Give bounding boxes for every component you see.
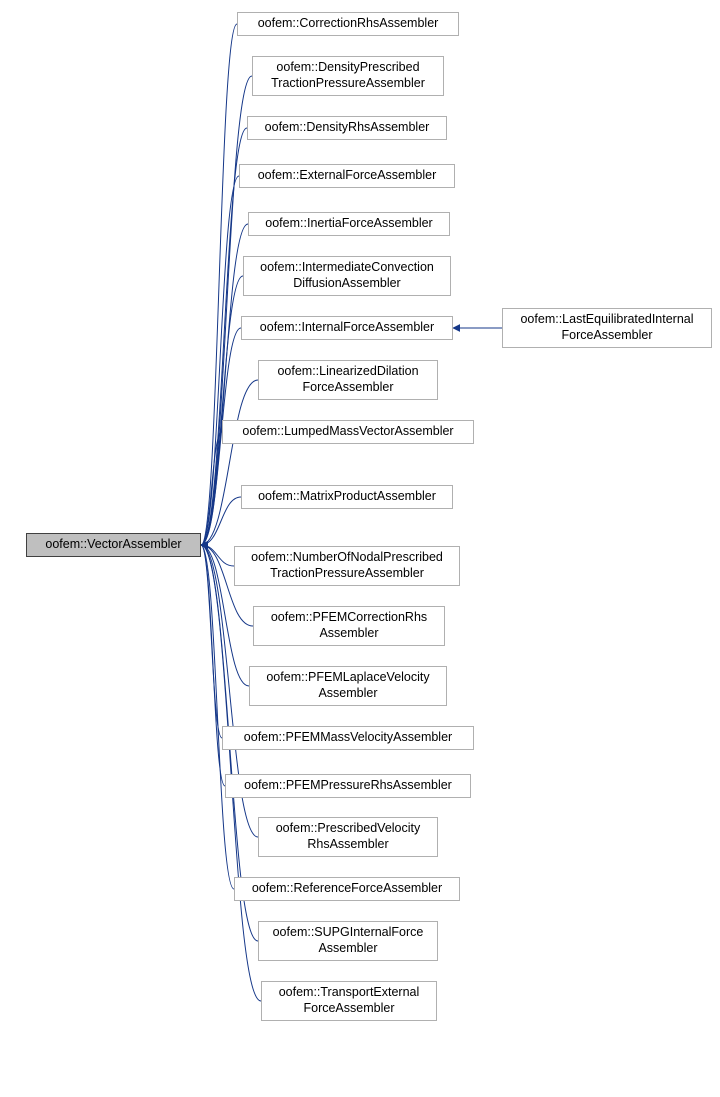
child-node[interactable]: oofem::DensityRhsAssembler [247, 116, 447, 140]
inheritance-edge [201, 497, 241, 545]
child-node[interactable]: oofem::DensityPrescribed TractionPressur… [252, 56, 444, 96]
child-node[interactable]: oofem::ReferenceForceAssembler [234, 877, 460, 901]
child-node[interactable]: oofem::LumpedMassVectorAssembler [222, 420, 474, 444]
child-node[interactable]: oofem::PFEMMassVelocityAssembler [222, 726, 474, 750]
child-node[interactable]: oofem::NumberOfNodalPrescribed TractionP… [234, 546, 460, 586]
inheritance-edge [201, 545, 234, 889]
child-node[interactable]: oofem::CorrectionRhsAssembler [237, 12, 459, 36]
inheritance-edge [201, 545, 234, 566]
child-node[interactable]: oofem::InternalForceAssembler [241, 316, 453, 340]
inheritance-edge [201, 545, 222, 738]
child-node[interactable]: oofem::PFEMLaplaceVelocity Assembler [249, 666, 447, 706]
child-node[interactable]: oofem::InertiaForceAssembler [248, 212, 450, 236]
inheritance-edge [201, 432, 222, 545]
child-node[interactable]: oofem::LastEquilibratedInternal ForceAss… [502, 308, 712, 348]
child-node[interactable]: oofem::ExternalForceAssembler [239, 164, 455, 188]
inheritance-edge [201, 24, 237, 545]
child-node[interactable]: oofem::IntermediateConvection DiffusionA… [243, 256, 451, 296]
inheritance-edge [201, 76, 252, 545]
child-node[interactable]: oofem::PFEMPressureRhsAssembler [225, 774, 471, 798]
child-node[interactable]: oofem::SUPGInternalForce Assembler [258, 921, 438, 961]
inheritance-edge [201, 380, 258, 545]
child-node[interactable]: oofem::TransportExternal ForceAssembler [261, 981, 437, 1021]
root-node[interactable]: oofem::VectorAssembler [26, 533, 201, 557]
child-node[interactable]: oofem::MatrixProductAssembler [241, 485, 453, 509]
inheritance-edge [201, 276, 243, 545]
child-node[interactable]: oofem::PrescribedVelocity RhsAssembler [258, 817, 438, 857]
inheritance-edge [201, 545, 261, 1001]
inheritance-edge [201, 176, 239, 545]
child-node[interactable]: oofem::PFEMCorrectionRhs Assembler [253, 606, 445, 646]
child-node[interactable]: oofem::LinearizedDilation ForceAssembler [258, 360, 438, 400]
